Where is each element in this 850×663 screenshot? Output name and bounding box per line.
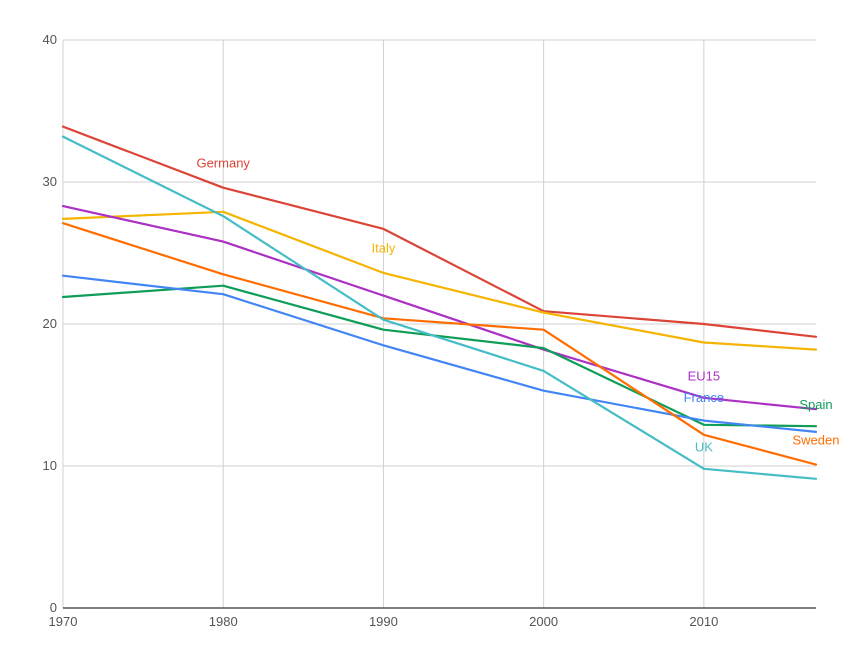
series-label-germany: Germany xyxy=(196,156,250,171)
series-label-eu15: EU15 xyxy=(688,369,721,384)
x-tick-label: 2000 xyxy=(529,614,558,629)
series-line-uk xyxy=(61,135,818,480)
series-line-spain xyxy=(61,284,818,428)
y-tick-label: 0 xyxy=(50,600,57,615)
series-label-uk: UK xyxy=(695,440,713,455)
series-line-italy xyxy=(61,210,818,351)
x-tick-label: 2010 xyxy=(689,614,718,629)
y-tick-label: 10 xyxy=(43,458,57,473)
series-line-france xyxy=(61,274,818,433)
series-label-italy: Italy xyxy=(372,241,396,256)
series-lines xyxy=(61,125,818,480)
series-line-eu15 xyxy=(61,205,818,411)
series-label-sweden: Sweden xyxy=(793,432,840,447)
series-labels: Germany Italy EU15 France Spain UK Sweden xyxy=(196,156,839,455)
x-tick-label: 1970 xyxy=(49,614,78,629)
x-tick-label: 1980 xyxy=(209,614,238,629)
series-line-germany xyxy=(61,125,818,338)
series-label-france: France xyxy=(684,390,724,405)
y-tick-label: 30 xyxy=(43,174,57,189)
series-label-spain: Spain xyxy=(799,397,832,412)
axes: 0 10 20 30 40 1970 1980 1990 2000 2010 xyxy=(43,32,816,629)
y-tick-label: 40 xyxy=(43,32,57,47)
series-line-sweden xyxy=(61,222,818,466)
x-tick-label: 1990 xyxy=(369,614,398,629)
y-tick-label: 20 xyxy=(43,316,57,331)
